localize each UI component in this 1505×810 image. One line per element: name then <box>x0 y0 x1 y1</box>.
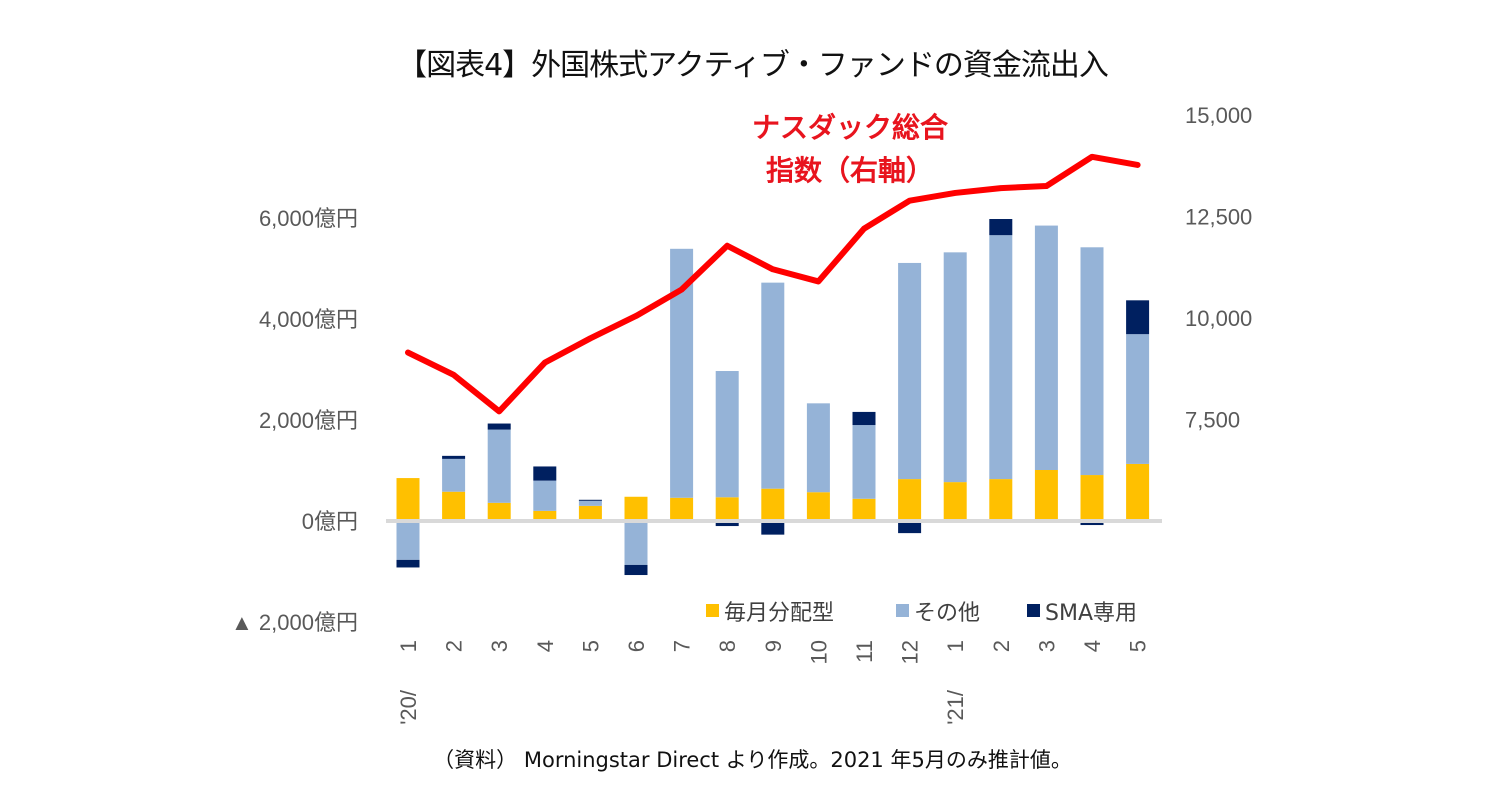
bar-segment-monthly-dist <box>396 478 420 521</box>
bar-segment-sma <box>989 219 1013 236</box>
x-axis: 1 '20/2 3 4 5 6 7 8 9 10 11 12 1 '21/2 3 4 5 <box>396 640 1151 725</box>
annotation-line2: 指数（右軸） <box>766 154 934 187</box>
bar-segment-other <box>761 282 785 489</box>
bars <box>396 219 1150 576</box>
legend-swatch <box>896 604 909 617</box>
x-tick-label: 11 <box>852 640 877 663</box>
bar-segment-other <box>442 458 466 492</box>
bar-segment-sma <box>533 466 557 481</box>
bar-segment-monthly-dist <box>761 488 785 521</box>
bar-segment-monthly-dist <box>1080 475 1104 521</box>
bar-segment-monthly-dist <box>715 497 739 521</box>
x-tick-label: 5 <box>1126 640 1151 652</box>
left-axis-tick-label: 0億円 <box>302 509 358 534</box>
bar-segment-other <box>1126 334 1150 464</box>
legend: 毎月分配型 その他 SMA専用 <box>706 601 1137 626</box>
left-axis-tick-label: 2,000億円 <box>259 408 358 433</box>
bar-segment-sma <box>852 411 876 426</box>
left-axis: 6,000億円 4,000億円 2,000億円 0億円 ▲ 2,000億円 <box>231 206 358 635</box>
legend-label: 毎月分配型 <box>724 601 834 626</box>
bar-segment-monthly-dist <box>487 502 511 521</box>
chart-title: 【図表4】外国株式アクティブ・ファンドの資金流出入 <box>397 48 1109 83</box>
x-tick-label: 8 <box>715 640 740 652</box>
bar-segment-other <box>1080 247 1104 476</box>
nasdaq-line <box>405 153 1141 415</box>
x-tick-label: 2 <box>442 640 467 652</box>
bar-segment-monthly-dist <box>1126 463 1150 521</box>
bar-segment-other <box>852 425 876 499</box>
bar-segment-sma <box>442 455 466 459</box>
source-note: （資料） Morningstar Direct より作成。2021 年5月のみ推… <box>433 748 1072 772</box>
bar-segment-monthly-dist <box>898 479 922 521</box>
bar-segment-other <box>898 262 922 480</box>
x-tick-label: 3 <box>1034 640 1059 652</box>
right-axis-tick-label: 7,500 <box>1185 408 1240 433</box>
left-axis-tick-label: 6,000億円 <box>259 206 358 231</box>
bar-segment-sma <box>487 423 511 430</box>
bar-segment-other <box>715 371 739 498</box>
line-annotation: ナスダック総合 指数（右軸） <box>752 111 949 187</box>
bar-segment-monthly-dist <box>442 491 466 521</box>
bar-segment-sma <box>1126 300 1150 335</box>
bar-segment-other <box>487 429 511 503</box>
bar-segment-sma <box>624 564 648 576</box>
x-tick-label: 3 <box>487 640 512 652</box>
right-axis: 15,000 12,500 10,000 7,500 <box>1185 103 1252 433</box>
bar-segment-monthly-dist <box>989 479 1013 521</box>
bar-segment-other <box>624 521 648 565</box>
x-tick-label: 9 <box>761 640 786 652</box>
bar-segment-other <box>533 480 557 511</box>
bar-segment-monthly-dist <box>578 505 602 521</box>
x-tick-label: 1 <box>396 640 421 652</box>
bar-segment-sma <box>396 559 420 568</box>
legend-swatch <box>1027 604 1040 617</box>
x-tick-label: 4 <box>533 640 558 652</box>
bar-segment-other <box>943 252 967 483</box>
bar-segment-sma <box>761 521 785 535</box>
legend-label: その他 <box>914 601 980 626</box>
x-tick-label: 5 <box>578 640 603 652</box>
bar-segment-monthly-dist <box>624 496 648 521</box>
bar-segment-monthly-dist <box>670 497 694 521</box>
bar-segment-monthly-dist <box>943 482 967 521</box>
bar-segment-other <box>806 403 830 493</box>
bar-segment-monthly-dist <box>852 498 876 521</box>
bar-segment-monthly-dist <box>533 510 557 521</box>
bar-segment-monthly-dist <box>806 492 830 521</box>
bar-segment-sma <box>578 499 602 501</box>
bar-segment-sma <box>898 521 922 534</box>
right-axis-tick-label: 12,500 <box>1185 205 1252 230</box>
x-tick-label: 6 <box>624 640 649 652</box>
right-axis-tick-label: 10,000 <box>1185 306 1252 331</box>
x-tick-label: 10 <box>806 640 831 664</box>
bar-segment-other <box>670 248 694 498</box>
bar-segment-other <box>989 235 1013 480</box>
right-axis-tick-label: 15,000 <box>1185 103 1252 128</box>
x-tick-label: 7 <box>670 640 695 652</box>
x-tick-year-label: '20/ <box>396 689 421 725</box>
x-tick-label: 4 <box>1080 640 1105 652</box>
x-tick-year-label: '21/ <box>943 689 968 725</box>
bar-segment-sma <box>715 521 739 527</box>
x-tick-label: 2 <box>989 640 1014 652</box>
bar-segment-other <box>578 500 602 506</box>
bar-segment-other <box>1034 225 1058 470</box>
bar-segment-other <box>396 521 420 560</box>
left-axis-tick-label: ▲ 2,000億円 <box>231 610 358 635</box>
legend-swatch <box>706 604 719 617</box>
bar-segment-sma <box>1080 521 1104 526</box>
legend-label: SMA専用 <box>1045 601 1137 626</box>
annotation-line1: ナスダック総合 <box>752 111 949 144</box>
x-tick-label: 12 <box>898 640 923 664</box>
bar-segment-monthly-dist <box>1034 469 1058 521</box>
left-axis-tick-label: 4,000億円 <box>259 307 358 332</box>
x-tick-label: 1 <box>943 640 968 652</box>
